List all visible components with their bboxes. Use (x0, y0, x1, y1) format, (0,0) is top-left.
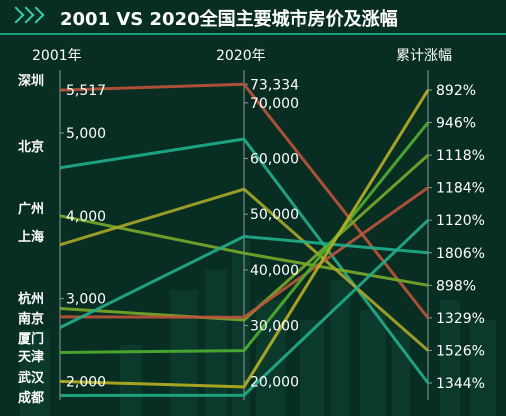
tick-label-2001: 3,000 (66, 292, 106, 308)
building-shape (232, 240, 250, 416)
series-line-天津 (59, 121, 430, 354)
growth-label: 1118% (436, 148, 485, 164)
series-line-杭州 (59, 153, 430, 322)
growth-label: 1526% (436, 343, 485, 359)
series-line-上海 (59, 187, 429, 352)
growth-label: 1344% (436, 376, 485, 392)
city-label: 北京 (18, 139, 44, 155)
city-label: 广州 (18, 201, 44, 217)
chart-labels: 2001年 2020年 累计涨幅 2,000 3,000 4,000 5,000 5,517 2… (18, 48, 485, 406)
tick-label-2001: 4,000 (66, 209, 106, 225)
tick-label-2020: 70,000 (250, 96, 299, 112)
building-shape (360, 310, 386, 416)
building-shape (170, 290, 198, 416)
growth-label: 1329% (436, 311, 485, 327)
title-underline (0, 33, 506, 35)
city-label: 厦门 (18, 331, 44, 347)
city-label: 南京 (18, 311, 44, 327)
growth-label: 1120% (436, 213, 485, 229)
city-label: 上海 (18, 229, 44, 245)
skyline-background (20, 240, 496, 416)
series-line-南京 (59, 186, 429, 319)
series-line-深圳 (59, 82, 430, 319)
series-line-广州 (59, 214, 429, 287)
building-shape (470, 320, 496, 416)
building-shape (330, 280, 350, 416)
growth-label: 892% (436, 83, 476, 99)
tick-label-2020: 73,334 (250, 77, 299, 93)
city-label: 深圳 (18, 73, 44, 89)
city-label: 杭州 (18, 291, 44, 307)
growth-label: 898% (436, 278, 476, 294)
building-shape (392, 330, 410, 416)
building-shape (120, 345, 142, 416)
series-line-北京 (59, 137, 430, 384)
axis-label-2001: 2001年 (32, 48, 82, 64)
city-label: 天津 (18, 349, 44, 365)
growth-label: 1184% (436, 181, 485, 197)
growth-label: 1806% (436, 246, 485, 262)
tick-label-2001: 5,000 (66, 126, 106, 142)
series-line-武汉 (59, 89, 430, 389)
tick-label-2020: 60,000 (250, 152, 299, 168)
building-shape (205, 270, 227, 416)
chart-title: 2001 VS 2020全国主要城市房价及涨幅 (60, 9, 398, 30)
tick-label-2020: 30,000 (250, 319, 299, 335)
axis-label-growth: 累计涨幅 (396, 48, 452, 64)
city-label: 成都 (18, 390, 44, 406)
tick-label-2020: 40,000 (250, 263, 299, 279)
building-shape (300, 320, 324, 416)
axis-label-2020: 2020年 (216, 48, 266, 64)
city-label: 武汉 (18, 370, 45, 386)
tick-label-2001: 2,000 (66, 374, 106, 390)
series-lines (59, 82, 430, 398)
series-line-成都 (59, 219, 430, 398)
building-shape (440, 300, 460, 416)
building-shape (20, 330, 50, 416)
title-bar: 2001 VS 2020全国主要城市房价及涨幅 (0, 0, 506, 36)
tick-label-2020: 20,000 (250, 374, 299, 390)
tick-label-2001: 5,517 (66, 83, 106, 99)
growth-label: 946% (436, 116, 476, 132)
series-line-厦门 (59, 235, 429, 329)
tick-label-2020: 50,000 (250, 207, 299, 223)
